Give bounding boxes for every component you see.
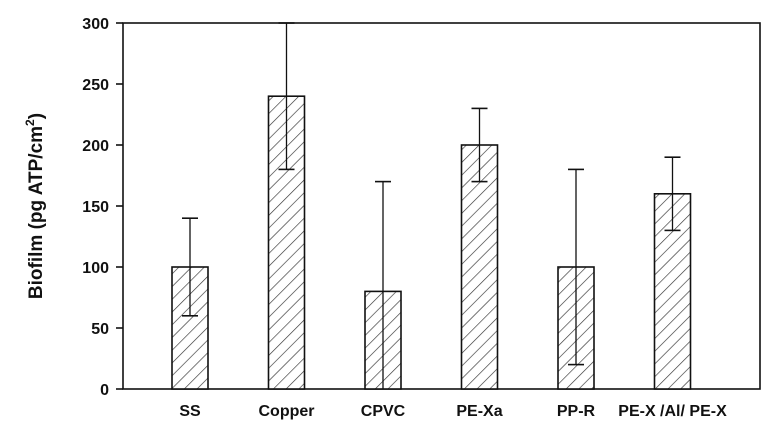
bars-group [171,95,692,390]
y-tick-label: 300 [82,16,109,33]
x-axis-labels: SS Copper CPVC PE-Xa PP-R PE-X /Al/ PE-X [179,403,727,420]
x-tick-label: SS [179,403,201,420]
x-tick-label: PE-Xa [456,403,502,420]
y-axis-label: Biofilm (pg ATP/cm2) [23,113,47,299]
y-tick-label: 100 [82,260,109,277]
y-tick-label: 200 [82,138,109,155]
y-tick-label: 250 [82,77,109,94]
y-tick-label: 150 [82,199,109,216]
error-bars-group [182,22,681,389]
bar [460,144,499,390]
y-tick-label: 50 [91,321,109,338]
x-tick-label: CPVC [361,403,406,420]
x-tick-label: PE-X /Al/ PE-X [618,403,727,420]
y-tick-label: 0 [100,382,109,399]
x-tick-label: Copper [259,403,315,420]
y-axis: 0 50 100 150 200 250 300 [82,16,123,399]
x-tick-label: PP-R [557,403,596,420]
